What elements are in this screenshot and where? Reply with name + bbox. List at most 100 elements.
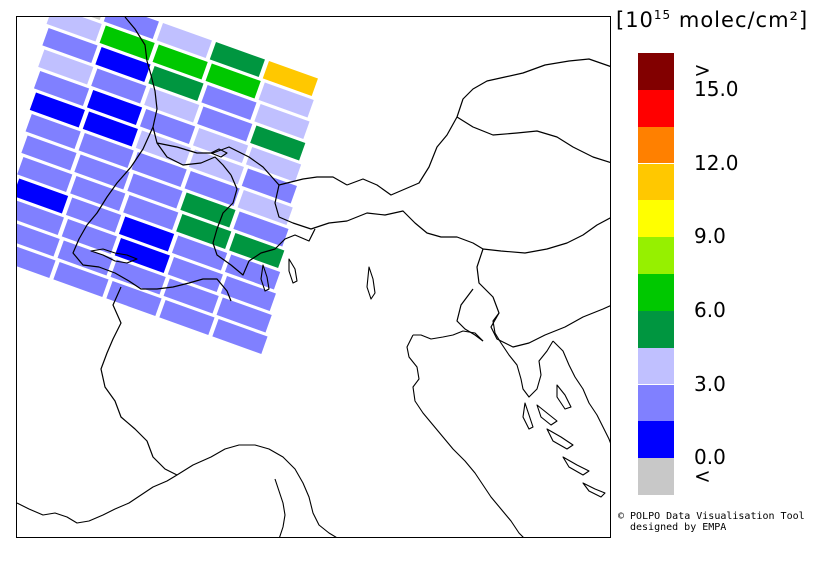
swath-pixel [110,259,166,295]
coast-istria [492,312,554,398]
map-frame[interactable] [16,16,611,538]
swath-pixel [167,257,223,292]
swath-pixel [123,195,179,230]
swath-pixel [176,214,232,249]
swath-pixel [224,254,281,290]
swath-pixel [86,90,143,125]
swath-pixel [205,63,261,99]
legend-label: < [694,463,711,488]
swath-pixel [95,47,151,82]
coast-island-4 [556,384,572,410]
swath-pixel [29,92,85,128]
swath-pixel [38,49,94,85]
swath-pixel [201,85,257,120]
swath-pixel [42,28,98,63]
legend-swatch [638,384,674,422]
border-switzerland-italy [212,174,316,276]
border-switzerland-france [72,126,232,302]
swath-pixel [159,300,215,335]
border-france-italy [100,286,178,476]
border-switzerland-north [156,142,348,186]
coast-adriatic-west [406,334,524,537]
border-austria-italy [274,184,484,250]
legend-swatch [638,421,674,459]
swath-pixel [258,82,314,118]
swath-pixel [197,106,253,142]
legend-label: 9.0 [694,224,726,249]
swath-pixel [33,71,90,106]
credit-line-1: © POLPO Data Visualisation Tool [618,511,805,522]
coast-mediterranean-west [17,444,337,537]
lake-garda [366,266,376,300]
colorbar-legend: [1015 molec/cm²] <0.0 3.0 6.0 9.0 12.0 15.0 > [612,0,813,566]
swath-pixel [262,61,318,96]
lake-geneva [90,248,138,264]
satellite-swath [17,17,318,354]
swath-pixel [103,17,159,39]
legend-swatch [638,53,674,90]
legend-swatch [638,126,674,164]
swath-pixel [99,25,155,61]
coast-island-1 [536,404,558,426]
legend-swatch [638,89,674,127]
swath-pixel [250,125,306,161]
lake-como [288,258,298,284]
swath-pixel [216,297,272,333]
swath-pixel [17,223,60,257]
swath-pixel [17,178,69,214]
coast-island-5 [582,482,606,498]
swath-pixel [184,171,240,206]
credit-line-2: designed by EMPA [630,522,727,533]
swath-pixel [254,104,310,139]
swath-pixel [46,17,102,42]
swath-pixel [25,114,81,149]
legend-swatch [638,458,674,495]
coast-island-6 [522,402,534,430]
swath-pixel [188,149,244,185]
credit-text: © POLPO Data Visualisation Tool designed… [618,511,805,533]
legend-swatch [638,310,674,348]
coast-island-3 [562,456,590,476]
swath-pixel [17,200,64,235]
swath-pixel [245,147,302,182]
map-canvas [17,17,610,537]
lake-constance [210,148,228,158]
swath-pixel [118,216,175,252]
coast-island-2 [546,428,574,450]
swath-pixel [171,235,228,271]
swath-pixel [53,262,109,297]
swath-pixel [65,197,122,233]
swath-pixel [152,44,208,80]
swath-pixel [114,238,170,273]
legend-swatch [638,274,674,311]
swath-pixel [156,23,212,58]
border-czech-austria [456,116,610,163]
swath-pixel [21,135,77,171]
swath-pixel [78,133,134,168]
swath-pixel [17,246,56,278]
legend-swatch [638,237,674,274]
legend-title: [1015 molec/cm²] [616,8,809,32]
swath-pixel [70,176,126,211]
swath-pixel [139,109,196,144]
border-slovenia-croatia [476,248,610,348]
swath-pixel [127,173,183,209]
country-borders [72,17,610,476]
swath-pixel [74,154,130,190]
swath-pixel [135,130,191,166]
coast-croatia [552,340,610,444]
coast-corsica [274,478,286,537]
lake-maggiore [260,264,270,292]
legend-swatch [638,163,674,201]
legend-label: > [694,58,711,83]
swath-pixel [91,68,147,104]
legend-label: 3.0 [694,371,726,396]
swath-pixel [180,192,236,228]
legend-label: 6.0 [694,297,726,322]
coastline [17,148,610,537]
swath-pixel [163,278,219,314]
legend-swatch [638,200,674,238]
swath-pixel [212,319,268,354]
swath-pixel [220,276,276,311]
swath-pixel [61,219,117,254]
